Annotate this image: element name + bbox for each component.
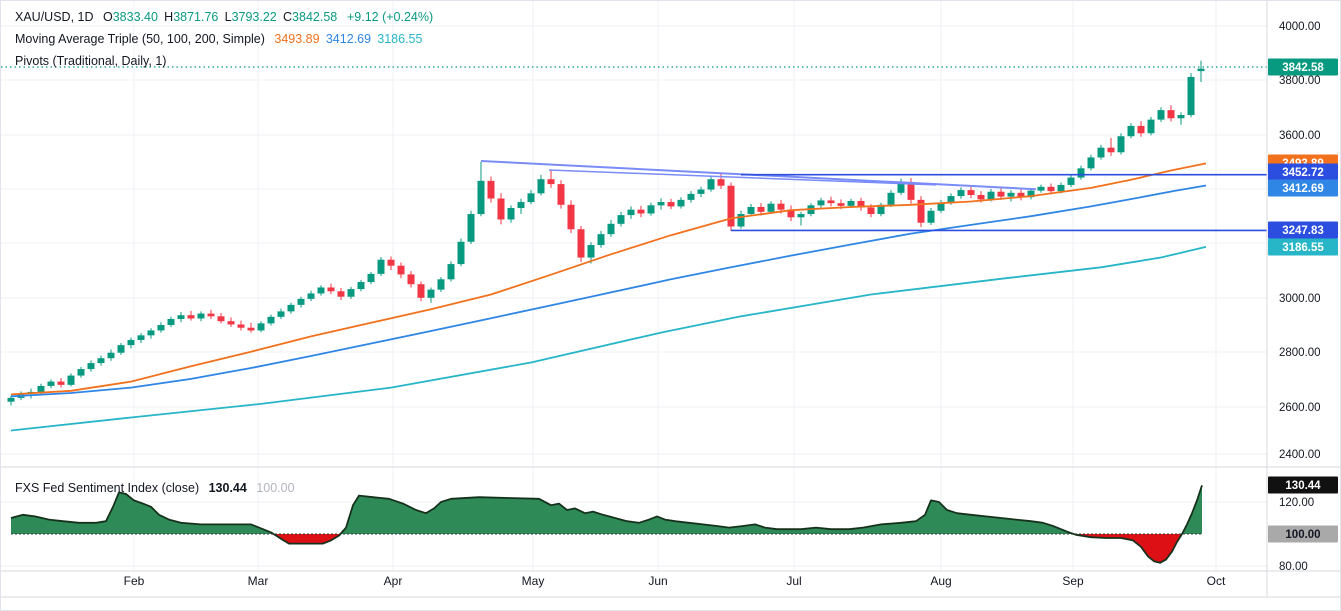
ma-value: 3493.89	[274, 32, 326, 46]
ma-values: 3493.89 3412.69 3186.55	[274, 32, 428, 46]
ohlc-value: 3833.40	[112, 10, 165, 24]
svg-text:3247.83: 3247.83	[1282, 225, 1324, 237]
price-tick-label: 3800.00	[1279, 75, 1321, 87]
ma200-badge: 3186.55	[1268, 238, 1338, 256]
sentiment-legend-row[interactable]: FXS Fed Sentiment Index (close) 130.44 1…	[15, 481, 295, 495]
pivot-r-badge: 3452.72	[1268, 163, 1338, 181]
ohlc-key: H	[164, 10, 174, 24]
svg-text:100.00: 100.00	[1285, 529, 1320, 541]
svg-text:3842.58: 3842.58	[1282, 62, 1324, 74]
symbol-legend-row[interactable]: XAU/USD, 1D O3833.40 H3871.76 L3793.22 C…	[15, 10, 433, 24]
time-axis-label: Sep	[1062, 574, 1084, 588]
ma-legend-row[interactable]: Moving Average Triple (50, 100, 200, Sim…	[15, 32, 429, 46]
change-value: +9.12 (+0.24%)	[346, 10, 434, 24]
pivots-legend-label: Pivots (Traditional, Daily, 1)	[15, 54, 167, 68]
pivots-legend-row[interactable]: Pivots (Traditional, Daily, 1)	[15, 54, 166, 68]
last-price-badge: 3842.58	[1268, 58, 1338, 76]
candles-series[interactable]	[7, 60, 1205, 406]
price-tick-label: 2600.00	[1279, 402, 1321, 414]
ma-value: 3412.69	[325, 32, 378, 46]
ohlc-value: 3871.76	[173, 10, 225, 24]
ma200-line[interactable]	[10, 246, 1207, 432]
svg-text:3452.72: 3452.72	[1282, 167, 1324, 179]
time-axis-label: Aug	[930, 574, 951, 588]
price-tick-label: 2400.00	[1279, 449, 1321, 461]
gridlines	[1, 1, 1267, 571]
price-scale[interactable]: 4000.00 3800.00 3600.00 3000.00 2800.00 2600.…	[1268, 21, 1338, 573]
sentiment-outline	[10, 485, 1203, 564]
time-axis-label: Jun	[648, 574, 667, 588]
time-scale[interactable]: Feb Mar Apr May Jun Jul Aug Sep Oct	[124, 574, 1226, 588]
time-axis-label: Feb	[124, 574, 145, 588]
symbol-title: XAU/USD, 1D	[15, 10, 94, 24]
sentiment-area[interactable]	[10, 485, 1203, 564]
time-axis-label: Apr	[384, 574, 403, 588]
pivot-s-badge: 3247.83	[1268, 221, 1338, 239]
sentiment-last-value: 130.44	[208, 481, 247, 495]
sentiment-legend-label: FXS Fed Sentiment Index (close)	[15, 481, 200, 495]
sentiment-baseline-value: 100.00	[256, 481, 295, 495]
svg-text:3412.69: 3412.69	[1282, 183, 1324, 195]
ma100-line[interactable]	[10, 184, 1207, 398]
ma-legend-label: Moving Average Triple (50, 100, 200, Sim…	[15, 32, 265, 46]
time-axis-label: May	[522, 574, 545, 588]
price-tick-label: 120.00	[1279, 497, 1314, 509]
ohlc-value: 3793.22	[231, 10, 284, 24]
svg-text:3186.55: 3186.55	[1282, 242, 1324, 254]
sentiment-last-badge: 130.44	[1268, 476, 1338, 494]
price-tick-label: 4000.00	[1279, 21, 1321, 33]
price-tick-label: 80.00	[1279, 561, 1308, 573]
price-tick-label: 3000.00	[1279, 293, 1321, 305]
descending-trendline-2[interactable]	[548, 169, 937, 186]
time-axis-label: Mar	[248, 574, 269, 588]
ohlc-key: L	[224, 10, 232, 24]
ohlc-values: O3833.40 H3871.76 L3793.22 C3842.58	[103, 10, 344, 24]
time-axis-label: Jul	[786, 574, 801, 588]
ma50-line[interactable]	[10, 162, 1207, 396]
ohlc-value: 3842.58	[292, 10, 344, 24]
price-tick-label: 3600.00	[1279, 130, 1321, 142]
ohlc-key: C	[283, 10, 293, 24]
sentiment-baseline-badge: 100.00	[1268, 525, 1338, 543]
svg-text:130.44: 130.44	[1285, 480, 1321, 492]
pane-dividers	[1, 1, 1340, 598]
ohlc-key: O	[102, 10, 113, 24]
time-axis-label: Oct	[1207, 574, 1226, 588]
ma-value: 3186.55	[377, 32, 429, 46]
ma100-badge: 3412.69	[1268, 179, 1338, 197]
price-tick-label: 2800.00	[1279, 347, 1321, 359]
